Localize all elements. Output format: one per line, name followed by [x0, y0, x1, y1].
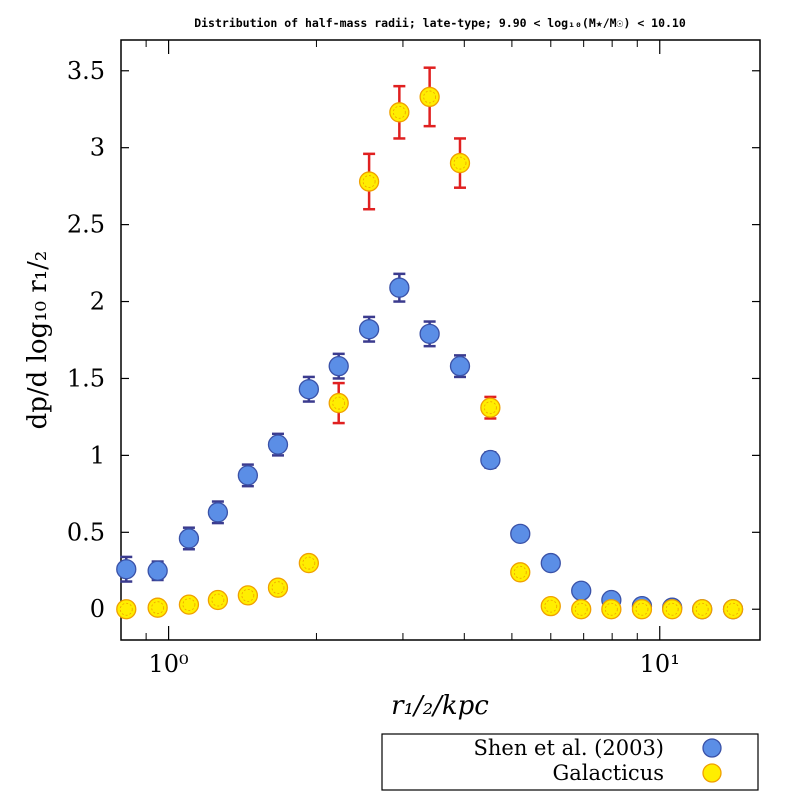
data-point [389, 102, 410, 123]
data-point-ring [332, 396, 346, 410]
y-tick-label: 2.5 [67, 211, 105, 239]
y-tick-label: 2 [90, 288, 105, 316]
data-point [358, 319, 380, 340]
y-tick-label: 3 [90, 134, 105, 162]
data-point-ring [211, 593, 225, 607]
data-point [116, 599, 137, 620]
data-point-ring [635, 602, 649, 616]
data-point [480, 449, 501, 471]
data-point [722, 599, 744, 620]
legend-marker-shen [702, 738, 722, 758]
data-point [207, 589, 229, 611]
y-tick-label: 1 [90, 441, 105, 469]
data-point-ring [513, 565, 527, 579]
data-point-ring [695, 602, 709, 616]
series-layer [116, 66, 744, 620]
data-point-ring [119, 602, 133, 616]
y-axis: 0 0.5 1 1.5 2 2.5 3 3.5 [67, 57, 760, 623]
data-point-ring [392, 105, 406, 119]
y-tick-label: 0.5 [67, 518, 105, 546]
plot-frame [120, 39, 761, 641]
y-tick-label: 1.5 [67, 364, 105, 392]
data-point [358, 171, 380, 192]
data-point [116, 559, 137, 580]
data-point [449, 152, 471, 174]
x-axis-label: r₁/₂/kpc [391, 691, 489, 721]
data-point-ring [574, 602, 588, 616]
data-point [389, 277, 410, 298]
data-point-ring [241, 588, 255, 602]
data-point-ring [483, 401, 497, 415]
data-point [178, 528, 200, 549]
data-point-ring [151, 601, 165, 615]
y-axis-label: dp/d log₁₀ r₁/₂ [23, 251, 53, 430]
data-point [328, 392, 349, 414]
data-point [540, 552, 561, 574]
data-point [571, 599, 592, 620]
x-tick-label: 10⁰ [149, 650, 189, 678]
data-point-ring [453, 156, 467, 170]
data-point [237, 465, 259, 486]
data-point [480, 397, 501, 418]
data-point [207, 502, 229, 523]
chart-title: Distribution of half-mass radii; late-ty… [194, 16, 686, 30]
data-point [147, 597, 168, 618]
data-point [631, 599, 653, 620]
data-point [449, 356, 471, 377]
data-point-ring [271, 581, 285, 595]
data-point [510, 523, 531, 544]
legend: Shen et al. (2003) Galacticus [381, 733, 759, 791]
data-point-ring [544, 599, 558, 613]
data-point [662, 599, 683, 620]
data-point-ring [604, 602, 618, 616]
data-point [540, 596, 561, 617]
legend-label-shen: Shen et al. (2003) [474, 736, 665, 760]
series-galacticus [116, 66, 744, 620]
data-point [419, 323, 440, 344]
legend-marker-galacticus [702, 763, 722, 783]
data-point-ring [182, 598, 196, 612]
y-tick-label: 0 [90, 595, 105, 623]
data-point [178, 594, 200, 615]
data-point [571, 580, 592, 601]
data-point [601, 599, 622, 620]
data-point-ring [362, 175, 376, 188]
y-tick-label: 3.5 [67, 57, 105, 85]
legend-label-galacticus: Galacticus [552, 761, 664, 785]
data-point [419, 86, 440, 108]
data-point [147, 560, 168, 581]
data-point [237, 585, 259, 606]
data-point [267, 577, 289, 598]
series-shen [116, 272, 744, 620]
data-point [267, 434, 289, 455]
x-axis: 10⁰ 10¹ [120, 40, 680, 678]
data-point-ring [423, 90, 437, 104]
data-point-ring [302, 556, 316, 570]
data-point [298, 552, 319, 574]
data-point-ring [726, 602, 740, 616]
data-point [298, 379, 319, 400]
data-point [510, 562, 531, 583]
data-point [328, 356, 349, 377]
legend-box [381, 733, 759, 791]
data-point [692, 599, 713, 620]
x-tick-label: 10¹ [640, 650, 680, 678]
data-point-ring [665, 602, 679, 616]
